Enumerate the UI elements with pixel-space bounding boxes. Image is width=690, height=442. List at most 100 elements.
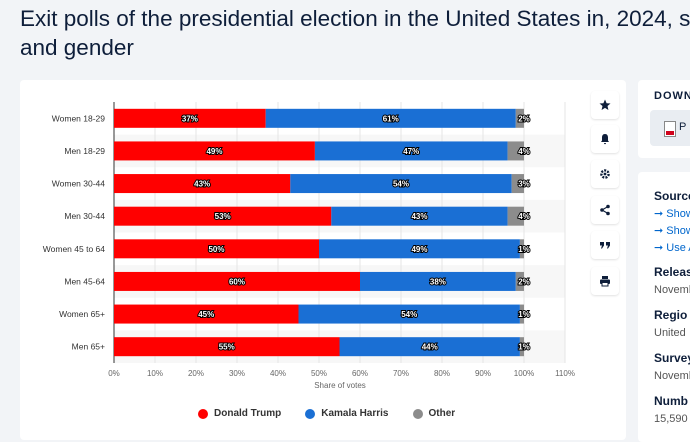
- x-tick-label: 30%: [229, 369, 245, 378]
- survey-heading: Survey: [654, 351, 690, 365]
- release-value: Novemb: [654, 284, 690, 296]
- data-label: 61%: [383, 114, 399, 123]
- data-label: 54%: [393, 180, 409, 189]
- bar-donald-trump: [114, 141, 315, 161]
- legend-dot-other: [412, 408, 423, 419]
- data-label: 1%: [518, 245, 530, 254]
- x-tick-label: 0%: [108, 369, 120, 378]
- bar-kamala-harris: [298, 304, 520, 324]
- legend-label-trump: Donald Trump: [214, 408, 282, 419]
- data-label: 1%: [518, 310, 530, 319]
- x-tick-label: 80%: [434, 369, 450, 378]
- arrow-right-icon: ➞: [654, 225, 667, 237]
- number-value: 15,590: [654, 413, 688, 425]
- legend-dot-harris: [305, 408, 316, 419]
- x-tick-label: 110%: [555, 369, 575, 378]
- category-label: Women 65+: [59, 309, 105, 319]
- number-heading: Numb: [654, 394, 688, 408]
- bar-donald-trump: [114, 108, 266, 128]
- survey-value: Novemb: [654, 370, 690, 382]
- bar-kamala-harris: [339, 337, 520, 357]
- share-icon: [600, 204, 610, 216]
- info-panel: Source ➞ Show ➞ Show ➞ Use A Releas Nove…: [638, 172, 690, 442]
- x-tick-label: 90%: [475, 369, 491, 378]
- bar-kamala-harris: [331, 206, 508, 226]
- legend-label-other: Other: [428, 408, 456, 419]
- bar-kamala-harris: [290, 174, 512, 194]
- region-heading: Regio: [654, 308, 688, 322]
- pdf-download-button[interactable]: P: [650, 110, 690, 146]
- category-label: Women 30-44: [52, 179, 106, 189]
- data-label: 60%: [229, 277, 245, 286]
- source-heading: Source: [654, 189, 690, 203]
- data-label: 47%: [403, 147, 419, 156]
- bar-chart: 0% 10% 20% 30% 40% 50% 60% 70% 80% 90% 100% 110% Wom…: [43, 102, 575, 390]
- category-label: Women 45 to 64: [43, 244, 105, 254]
- cite-button[interactable]: [591, 231, 619, 259]
- x-tick-label: 60%: [352, 369, 368, 378]
- x-tick-label: 100%: [514, 369, 534, 378]
- bar-other: [519, 337, 524, 357]
- data-label: 2%: [518, 114, 530, 123]
- x-tick-label: 10%: [147, 369, 163, 378]
- bar-kamala-harris: [265, 108, 516, 128]
- data-label: 43%: [194, 180, 210, 189]
- data-label: 49%: [206, 147, 222, 156]
- data-label: 1%: [518, 343, 530, 352]
- bar-other: [515, 108, 524, 128]
- show-source-link[interactable]: ➞ Show: [654, 207, 690, 220]
- share-button[interactable]: [591, 196, 619, 224]
- bar-donald-trump: [114, 239, 319, 259]
- print-icon: [600, 276, 610, 287]
- region-value: United: [654, 327, 686, 339]
- download-panel: DOWN P: [638, 80, 690, 158]
- page-title: Exit polls of the presidential election …: [20, 4, 690, 62]
- data-label: 55%: [219, 343, 235, 352]
- download-heading: DOWN: [654, 90, 690, 102]
- bar-kamala-harris: [314, 141, 508, 161]
- bar-kamala-harris: [360, 271, 516, 291]
- notification-button[interactable]: [591, 125, 619, 153]
- favorite-button[interactable]: [591, 91, 619, 119]
- star-icon: [599, 99, 611, 110]
- show-details-link-label: Show: [666, 225, 690, 237]
- category-label: Men 18-29: [64, 146, 105, 156]
- legend-dot-trump: [198, 408, 208, 419]
- data-label: 38%: [430, 277, 446, 286]
- data-label: 37%: [182, 114, 198, 123]
- bar-donald-trump: [114, 271, 360, 291]
- x-tick-label: 50%: [311, 369, 327, 378]
- data-label: 49%: [411, 245, 427, 254]
- data-label: 45%: [198, 310, 214, 319]
- quote-icon: [600, 242, 610, 249]
- data-label: 4%: [518, 212, 530, 221]
- bar-other: [511, 174, 524, 194]
- x-tick-label: 20%: [188, 369, 204, 378]
- pdf-icon: [664, 121, 676, 137]
- bar-donald-trump: [114, 337, 340, 357]
- data-label: 2%: [518, 277, 530, 286]
- bar-other: [515, 271, 524, 291]
- data-label: 3%: [518, 180, 530, 189]
- legend-item-trump[interactable]: Donald Trump: [198, 408, 281, 419]
- use-link[interactable]: ➞ Use A: [654, 241, 690, 254]
- title-line-2: and gender: [20, 35, 134, 60]
- bar-kamala-harris: [319, 239, 520, 259]
- legend-item-harris[interactable]: Kamala Harris: [305, 408, 389, 419]
- bar-other: [507, 141, 524, 161]
- bell-icon: [601, 134, 609, 145]
- data-label: 50%: [208, 245, 224, 254]
- legend-item-other[interactable]: Other: [412, 408, 456, 419]
- show-source-link-label: Show: [666, 208, 690, 220]
- category-label: Men 30-44: [64, 211, 105, 221]
- use-link-label: Use A: [666, 242, 690, 254]
- show-details-link[interactable]: ➞ Show: [654, 224, 690, 237]
- data-label: 44%: [422, 343, 438, 352]
- bar-other: [519, 239, 524, 259]
- chart-legend: Donald Trump Kamala Harris Other: [198, 408, 455, 419]
- settings-button[interactable]: [591, 160, 619, 188]
- print-button[interactable]: [591, 267, 619, 295]
- arrow-right-icon: ➞: [654, 242, 667, 254]
- bar-other: [519, 304, 524, 324]
- bar-other: [507, 206, 524, 226]
